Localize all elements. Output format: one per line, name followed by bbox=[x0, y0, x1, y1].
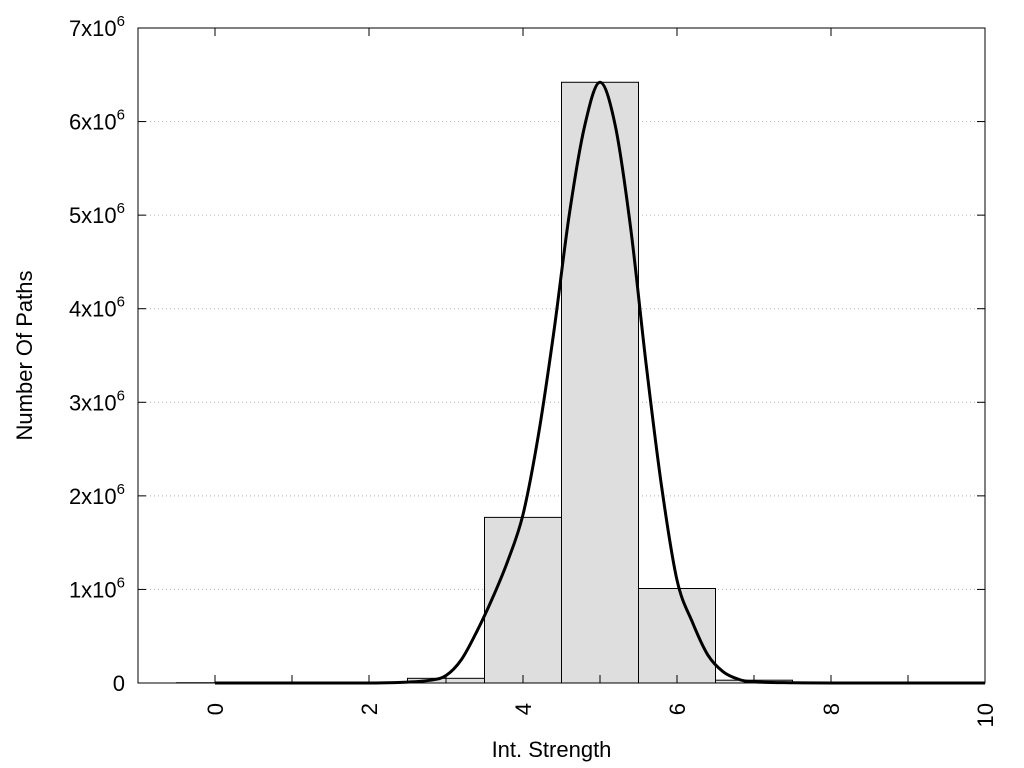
y-tick-label: 0 bbox=[113, 671, 125, 696]
x-tick-label: 2 bbox=[357, 703, 382, 715]
x-tick-label: 0 bbox=[203, 703, 228, 715]
bar bbox=[484, 516, 562, 684]
y-tick-label: 4x106 bbox=[69, 294, 125, 322]
x-axis-ticks: 0 2 4 6 8 10 bbox=[203, 28, 998, 727]
bars bbox=[176, 81, 947, 684]
x-tick-label: 6 bbox=[665, 703, 690, 715]
x-tick-label: 10 bbox=[973, 703, 998, 727]
x-tick-label: 4 bbox=[511, 703, 536, 715]
plot-frame bbox=[137, 27, 986, 684]
bar bbox=[638, 587, 716, 684]
y-tick-label: 2x106 bbox=[69, 481, 125, 509]
y-tick-label: 1x106 bbox=[69, 574, 125, 602]
x-tick-label: 8 bbox=[819, 703, 844, 715]
y-axis-ticks: 0 1x106 2x106 3x106 4x106 5x106 6x106 7x106 bbox=[69, 13, 985, 696]
y-axis-title: Number Of Paths bbox=[12, 271, 37, 441]
x-axis-title: Int. Strength bbox=[492, 737, 612, 762]
y-tick-label: 6x106 bbox=[69, 107, 125, 135]
y-tick-label: 3x106 bbox=[69, 387, 125, 415]
bar bbox=[561, 81, 639, 684]
y-tick-label: 7x106 bbox=[69, 13, 125, 41]
y-tick-label: 5x106 bbox=[69, 200, 125, 228]
